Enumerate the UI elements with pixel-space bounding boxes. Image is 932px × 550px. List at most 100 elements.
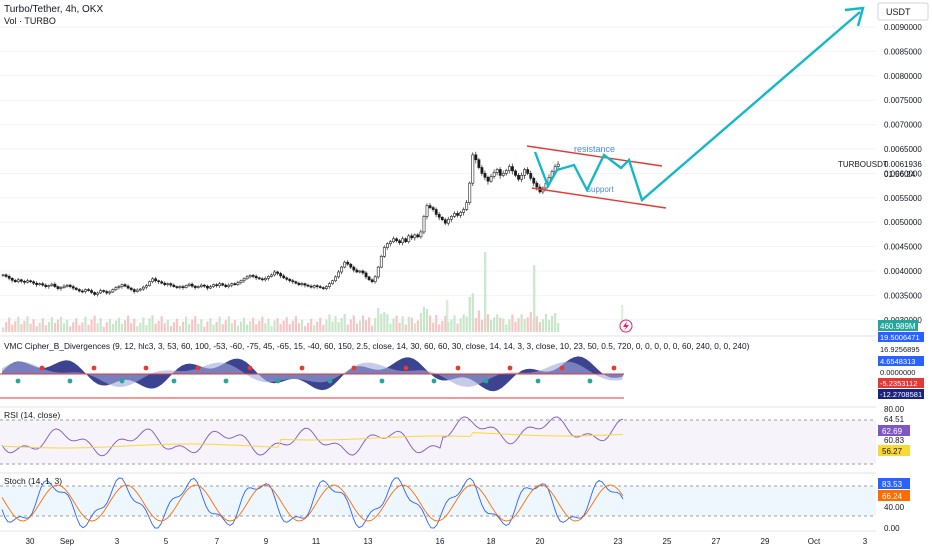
volume-bar (422, 306, 426, 332)
time-tick-label: 25 (663, 537, 672, 546)
candle-body (68, 284, 72, 287)
volume-bar (377, 308, 380, 332)
volume-bar (26, 316, 29, 332)
vmc-badge (878, 389, 924, 399)
volume-bar (14, 321, 17, 332)
vmc-sell-dot (247, 365, 253, 371)
volume-bar (413, 323, 416, 332)
volume-bar (59, 316, 63, 332)
candle-body (96, 292, 100, 295)
volume-bar (392, 318, 395, 332)
candle-body (111, 289, 115, 293)
candle-body (520, 175, 524, 180)
candle-body (517, 175, 520, 180)
candle-body (74, 287, 78, 290)
candle-body (428, 205, 432, 208)
time-tick-label: 20 (536, 537, 545, 546)
candle-body (312, 285, 316, 288)
candle-body (425, 205, 429, 217)
volume-bar (17, 316, 20, 332)
volume-bar (160, 316, 163, 332)
candle-body (84, 289, 87, 292)
candles (1, 151, 560, 297)
volume-bar (511, 314, 514, 332)
volume-bar (364, 320, 368, 332)
candle-body (81, 290, 84, 293)
candle-body (172, 284, 176, 287)
volume-bar (191, 319, 194, 332)
candle-body (431, 207, 435, 210)
rsi-tick-60: 60.83 (884, 436, 905, 445)
volume-bar (127, 315, 130, 332)
time-tick-label: 3 (863, 537, 868, 546)
candle-body (50, 283, 54, 286)
volume-bar (493, 317, 496, 332)
time-tick-label: 27 (712, 537, 721, 546)
candle-body (480, 167, 484, 174)
candle-body (44, 284, 48, 287)
time-tick-label: 18 (487, 537, 496, 546)
candle-body (267, 276, 270, 279)
time-tick-label: 9 (264, 537, 269, 546)
candle-body (227, 284, 231, 287)
candle-body (413, 234, 417, 239)
vmc-buy-dot (275, 378, 281, 384)
vmc-buy-dot (535, 378, 541, 384)
candle-body (135, 289, 139, 292)
candle-body (300, 283, 304, 285)
time-tick-label: 16 (436, 537, 445, 546)
candle-body (19, 279, 23, 282)
vmc-badge (878, 332, 924, 342)
volume-bar (453, 315, 456, 332)
volume-bar (514, 321, 517, 332)
volume-bar (81, 322, 84, 332)
volume-bar (111, 324, 114, 332)
currency-button[interactable] (877, 2, 929, 21)
volume-bar (200, 319, 203, 332)
candle-body (254, 276, 258, 279)
rsi-tick-64: 64.51 (884, 415, 905, 424)
resistance-label: resistance (574, 144, 615, 154)
volume-bar (374, 318, 377, 332)
candle-body (4, 274, 8, 277)
volume-bar (316, 321, 319, 332)
candle-body (276, 271, 280, 274)
price-tick-label: 0.0035000 (884, 291, 922, 300)
candle-body (230, 283, 234, 286)
volume-bar (206, 321, 209, 332)
volume-bar (395, 315, 398, 332)
vmc-sell-dot (507, 365, 513, 371)
vmc-buy-dot (171, 378, 177, 384)
candle-body (352, 266, 356, 271)
candle-body (358, 270, 362, 273)
candle-body (184, 285, 188, 288)
candle-body (459, 212, 463, 216)
candle-body (1, 274, 5, 277)
volume-spike (621, 305, 624, 332)
candle-body (401, 238, 405, 243)
candle-body (395, 238, 398, 242)
candle-body (257, 277, 261, 280)
volume-bar (407, 316, 410, 332)
lightning-icon[interactable] (619, 319, 633, 333)
vmc-wave-area (2, 356, 624, 392)
candle-body (35, 282, 39, 285)
volume-bar (114, 320, 118, 332)
volume-bar (270, 326, 273, 332)
volume-bar (5, 322, 8, 332)
price-tick-label: 0.0080000 (884, 72, 922, 81)
volume-bar (53, 323, 57, 332)
vmc-badge-text: 4.6548313 (880, 357, 915, 366)
volume-bar (297, 323, 301, 332)
volume-bar (279, 324, 282, 332)
symbol-tag: TURBOUSDT (838, 160, 888, 169)
volume-bar (41, 318, 44, 332)
volume-bar (432, 322, 435, 332)
volume-bar (462, 314, 465, 332)
currency-button-label: USDT (886, 7, 911, 17)
volume-bar (178, 325, 182, 332)
candle-body (166, 283, 170, 285)
candle-body (498, 169, 502, 176)
volume-bar (209, 318, 212, 332)
